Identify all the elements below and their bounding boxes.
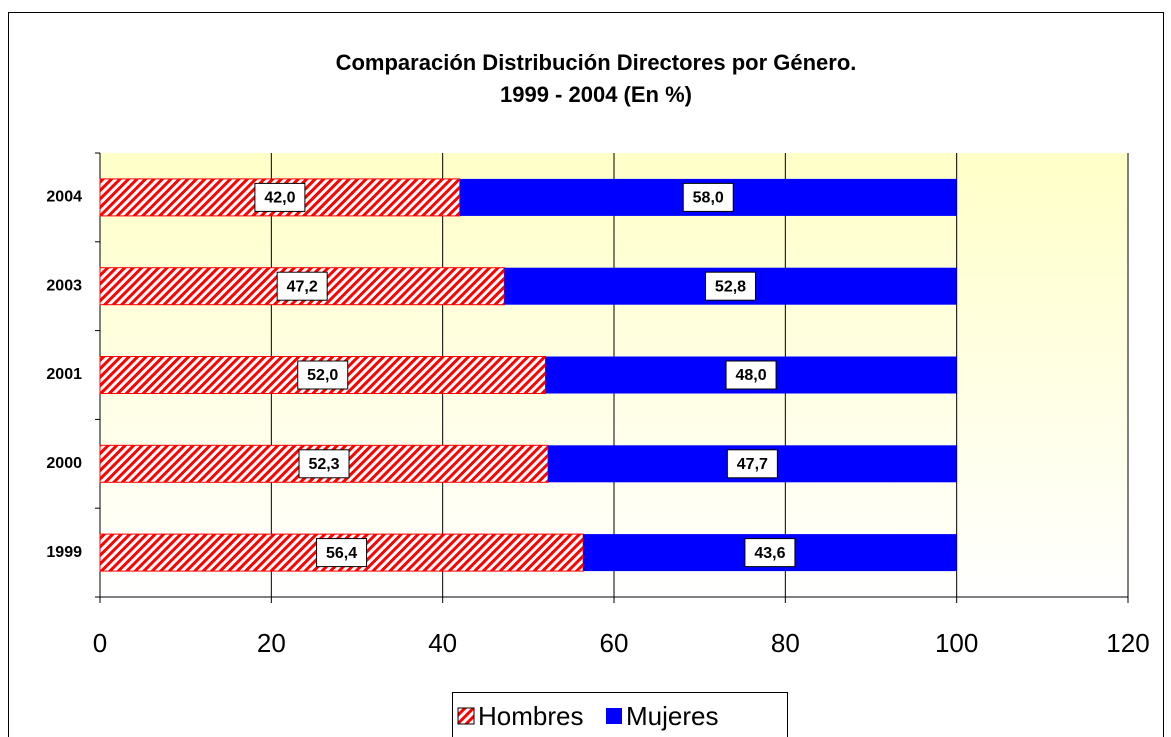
- legend-swatch: [606, 708, 622, 724]
- chart-title: 1999 - 2004 (En %): [500, 82, 692, 107]
- y-tick-label: 2004: [46, 189, 82, 206]
- value-label: 52,8: [715, 278, 746, 295]
- legend-label: Hombres: [478, 701, 583, 731]
- value-label-box: [316, 538, 368, 568]
- x-tick-label: 100: [935, 628, 978, 658]
- value-label-box: [254, 182, 306, 212]
- value-label: 52,3: [308, 456, 339, 473]
- value-label-box: [725, 360, 777, 390]
- y-tick-label: 2000: [46, 455, 82, 472]
- value-label-box: [298, 449, 350, 479]
- x-tick-label: 20: [257, 628, 286, 658]
- value-label: 47,2: [287, 278, 318, 295]
- y-tick-label: 2003: [46, 277, 82, 294]
- value-label: 47,7: [737, 456, 768, 473]
- legend-swatch: [457, 707, 475, 725]
- legend-label: Mujeres: [626, 701, 718, 731]
- value-label: 48,0: [735, 367, 766, 384]
- chart-title: Comparación Distribución Directores por …: [336, 50, 857, 75]
- value-label: 42,0: [264, 190, 295, 207]
- x-tick-label: 120: [1106, 628, 1149, 658]
- value-label-box: [744, 538, 796, 568]
- x-tick-label: 80: [771, 628, 800, 658]
- value-label: 52,0: [307, 367, 338, 384]
- x-tick-label: 40: [428, 628, 457, 658]
- value-label-box: [297, 360, 349, 390]
- value-label-box: [726, 449, 778, 479]
- value-label-box: [276, 271, 328, 301]
- value-label-box: [682, 182, 734, 212]
- y-tick-label: 1999: [46, 544, 82, 561]
- value-label: 58,0: [693, 190, 724, 207]
- value-label-box: [705, 271, 757, 301]
- x-tick-label: 60: [600, 628, 629, 658]
- x-tick-label: 0: [93, 628, 107, 658]
- value-label: 43,6: [754, 545, 785, 562]
- value-label: 56,4: [326, 545, 357, 562]
- y-tick-label: 2001: [46, 366, 82, 383]
